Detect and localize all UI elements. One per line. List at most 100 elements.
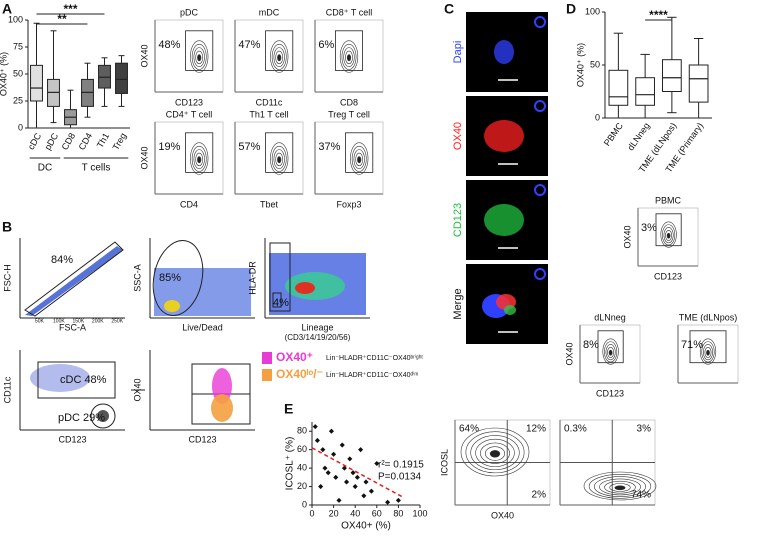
legend-desc: Lin⁻HLADR⁺CD11C⁻OX40ᵇʳⁱᵍʰᵗ <box>326 354 423 362</box>
contour <box>343 47 355 67</box>
gate <box>37 361 116 399</box>
contour <box>604 480 636 494</box>
point <box>333 474 339 480</box>
x-axis-label: CD123 <box>58 434 86 444</box>
legend-swatch <box>262 352 272 364</box>
point <box>385 499 391 505</box>
gate-percent: 85% <box>159 272 181 284</box>
point <box>361 493 367 499</box>
flow-title: PBMC <box>655 195 682 205</box>
x-axis-label: CD123 <box>596 388 624 398</box>
contour <box>277 156 282 164</box>
y-axis-label: OX40⁺ (%) <box>0 52 8 96</box>
x-tick-label: 0 <box>309 508 314 518</box>
point <box>363 479 369 485</box>
contour <box>357 156 362 164</box>
y-axis-label: ICOSL⁺ (%) <box>285 437 296 491</box>
point <box>374 460 380 467</box>
contour <box>346 54 352 62</box>
contour <box>355 152 364 167</box>
contour <box>270 40 289 73</box>
ox40-low <box>211 394 233 422</box>
y-axis-label: OX40⁺ (%) <box>575 43 585 87</box>
point <box>347 456 353 462</box>
gate <box>185 132 214 173</box>
signal <box>494 40 514 64</box>
gate <box>345 132 374 173</box>
x-tick-label: Treg <box>111 131 129 152</box>
signal <box>534 184 546 196</box>
plot-frame <box>637 207 699 267</box>
panel-label: E <box>284 401 293 417</box>
contour <box>345 50 353 65</box>
gate <box>272 292 282 308</box>
panel-label: D <box>566 1 576 17</box>
contour <box>583 471 657 501</box>
flow-title: mDC <box>259 7 280 17</box>
quadrant-percent: 2% <box>532 490 547 501</box>
contour <box>195 50 204 65</box>
x-axis-label: OX40+ (%) <box>341 521 391 532</box>
y-tick-label: 0 <box>595 112 600 122</box>
x-tick-label: Th1 <box>95 131 111 149</box>
contour <box>350 142 369 175</box>
box <box>30 64 43 102</box>
y-tick-label: 75 <box>13 41 23 51</box>
contour <box>275 50 284 65</box>
point <box>339 442 345 448</box>
contour <box>475 438 515 467</box>
y-axis-label: ICOSL <box>439 449 449 476</box>
plot-frame <box>154 19 224 93</box>
flow-title: pDC <box>180 7 199 17</box>
channel-label: CD123 <box>452 203 464 237</box>
contour <box>273 47 285 67</box>
y-axis-label: OX40 <box>564 342 574 365</box>
gate-percent: 19% <box>158 141 180 153</box>
x-axis-label: CD123 <box>654 271 682 281</box>
contour <box>193 47 205 67</box>
gate-percent: 48% <box>158 39 180 51</box>
legend-desc: Lin⁻HLADR⁺CD11C⁻OX40ᵈⁱᵐ <box>326 371 418 379</box>
y-tick-label: 80 <box>297 426 307 436</box>
contour <box>604 341 618 363</box>
contour <box>193 149 205 169</box>
contour <box>602 338 619 365</box>
gate-percent: 47% <box>238 39 260 51</box>
gate-percent: 4% <box>273 297 289 309</box>
legend-name: OX40ˡᵒ/⁻ <box>276 367 323 381</box>
contour <box>480 442 510 464</box>
contour <box>465 431 525 474</box>
contour <box>663 227 674 244</box>
point <box>318 484 324 490</box>
plot-frame <box>314 19 384 93</box>
x-axis-sublabel: (CD3/14/19/20/56) <box>285 333 351 342</box>
x-tick-label: 20 <box>329 508 339 518</box>
x-tick-label: 60 <box>372 508 382 518</box>
point <box>358 447 364 453</box>
signal <box>484 204 524 236</box>
significance: **** <box>649 8 668 22</box>
x-tick-label: 100 <box>412 508 427 518</box>
point <box>354 474 360 480</box>
point <box>344 479 350 485</box>
plot-frame <box>234 121 304 195</box>
box <box>662 59 682 92</box>
contour <box>197 156 202 164</box>
contour <box>666 232 671 239</box>
y-tick-label: 0 <box>302 499 307 509</box>
x-tick-label: 150K <box>72 318 84 324</box>
signal <box>534 16 546 28</box>
point <box>320 447 326 453</box>
y-axis-label: OX40 <box>139 146 149 169</box>
y-axis-label: HLA-DR <box>247 261 257 295</box>
density-core <box>285 272 345 300</box>
contour <box>275 152 284 167</box>
point <box>350 470 356 476</box>
x-axis-label: Lineage <box>301 322 333 332</box>
y-axis-label: OX40 <box>139 44 149 67</box>
gate-percent: cDC 48% <box>60 374 107 386</box>
point <box>328 428 334 434</box>
density-hot <box>295 282 315 294</box>
contour <box>588 473 652 499</box>
